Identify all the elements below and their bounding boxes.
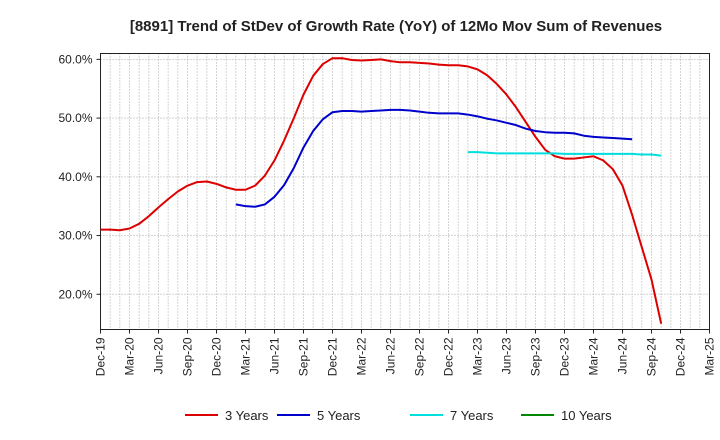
legend-label: 10 Years	[561, 408, 612, 423]
x-tick-label: Dec-20	[210, 337, 224, 376]
x-tick-label: Dec-23	[558, 337, 572, 376]
chart-title: [8891] Trend of StDev of Growth Rate (Yo…	[130, 18, 662, 35]
plot-area	[100, 53, 710, 330]
x-tick-label: Sep-21	[297, 337, 311, 376]
series-line-5-years	[235, 108, 633, 208]
y-tick-label: 30.0%	[58, 229, 92, 243]
legend-label: 7 Years	[450, 408, 494, 423]
x-tick-label: Mar-24	[587, 337, 601, 375]
series-line-7-years	[467, 151, 662, 157]
x-tick-label: Jun-24	[616, 337, 630, 374]
series-lines	[100, 57, 663, 324]
x-tick-label: Mar-21	[239, 337, 253, 375]
y-tick-label: 50.0%	[58, 111, 92, 125]
y-tick-label: 60.0%	[58, 52, 92, 66]
x-tick-label: Sep-23	[529, 337, 543, 376]
x-tick-label: Jun-20	[152, 337, 166, 374]
plot-frame	[100, 53, 710, 330]
x-tick-label: Mar-22	[355, 337, 369, 375]
x-tick-label: Jun-22	[384, 337, 398, 374]
legend: 3 Years 5 Years 7 Years 10 Years	[185, 408, 612, 423]
x-tick-label: Mar-23	[471, 337, 485, 375]
y-tick-label: 40.0%	[58, 170, 92, 184]
legend-label: 3 Years	[225, 408, 269, 423]
x-tick-label: Dec-19	[94, 337, 108, 376]
x-tick-label: Sep-24	[645, 337, 659, 376]
x-tick-label: Jun-21	[268, 337, 282, 374]
y-tick-label: 20.0%	[58, 287, 92, 301]
x-tick-label: Sep-20	[181, 337, 195, 376]
x-tick-label: Mar-20	[123, 337, 137, 375]
x-tick-label: Jun-23	[500, 337, 514, 374]
legend-label: 5 Years	[317, 408, 361, 423]
x-tick-label: Dec-22	[442, 337, 456, 376]
series-line-3-years	[100, 57, 663, 324]
x-tick-label: Sep-22	[413, 337, 427, 376]
x-tick-label: Dec-21	[326, 337, 340, 376]
x-tick-label: Dec-24	[674, 337, 688, 376]
y-axis: 20.0% 30.0% 40.0% 50.0% 60.0%	[58, 52, 101, 301]
grid-horizontal	[100, 58, 710, 295]
x-axis: Dec-19 Mar-20 Jun-20 Sep-20 Dec-20 Mar-21 Jun-…	[94, 329, 717, 376]
x-tick-label: Mar-25	[703, 337, 717, 375]
